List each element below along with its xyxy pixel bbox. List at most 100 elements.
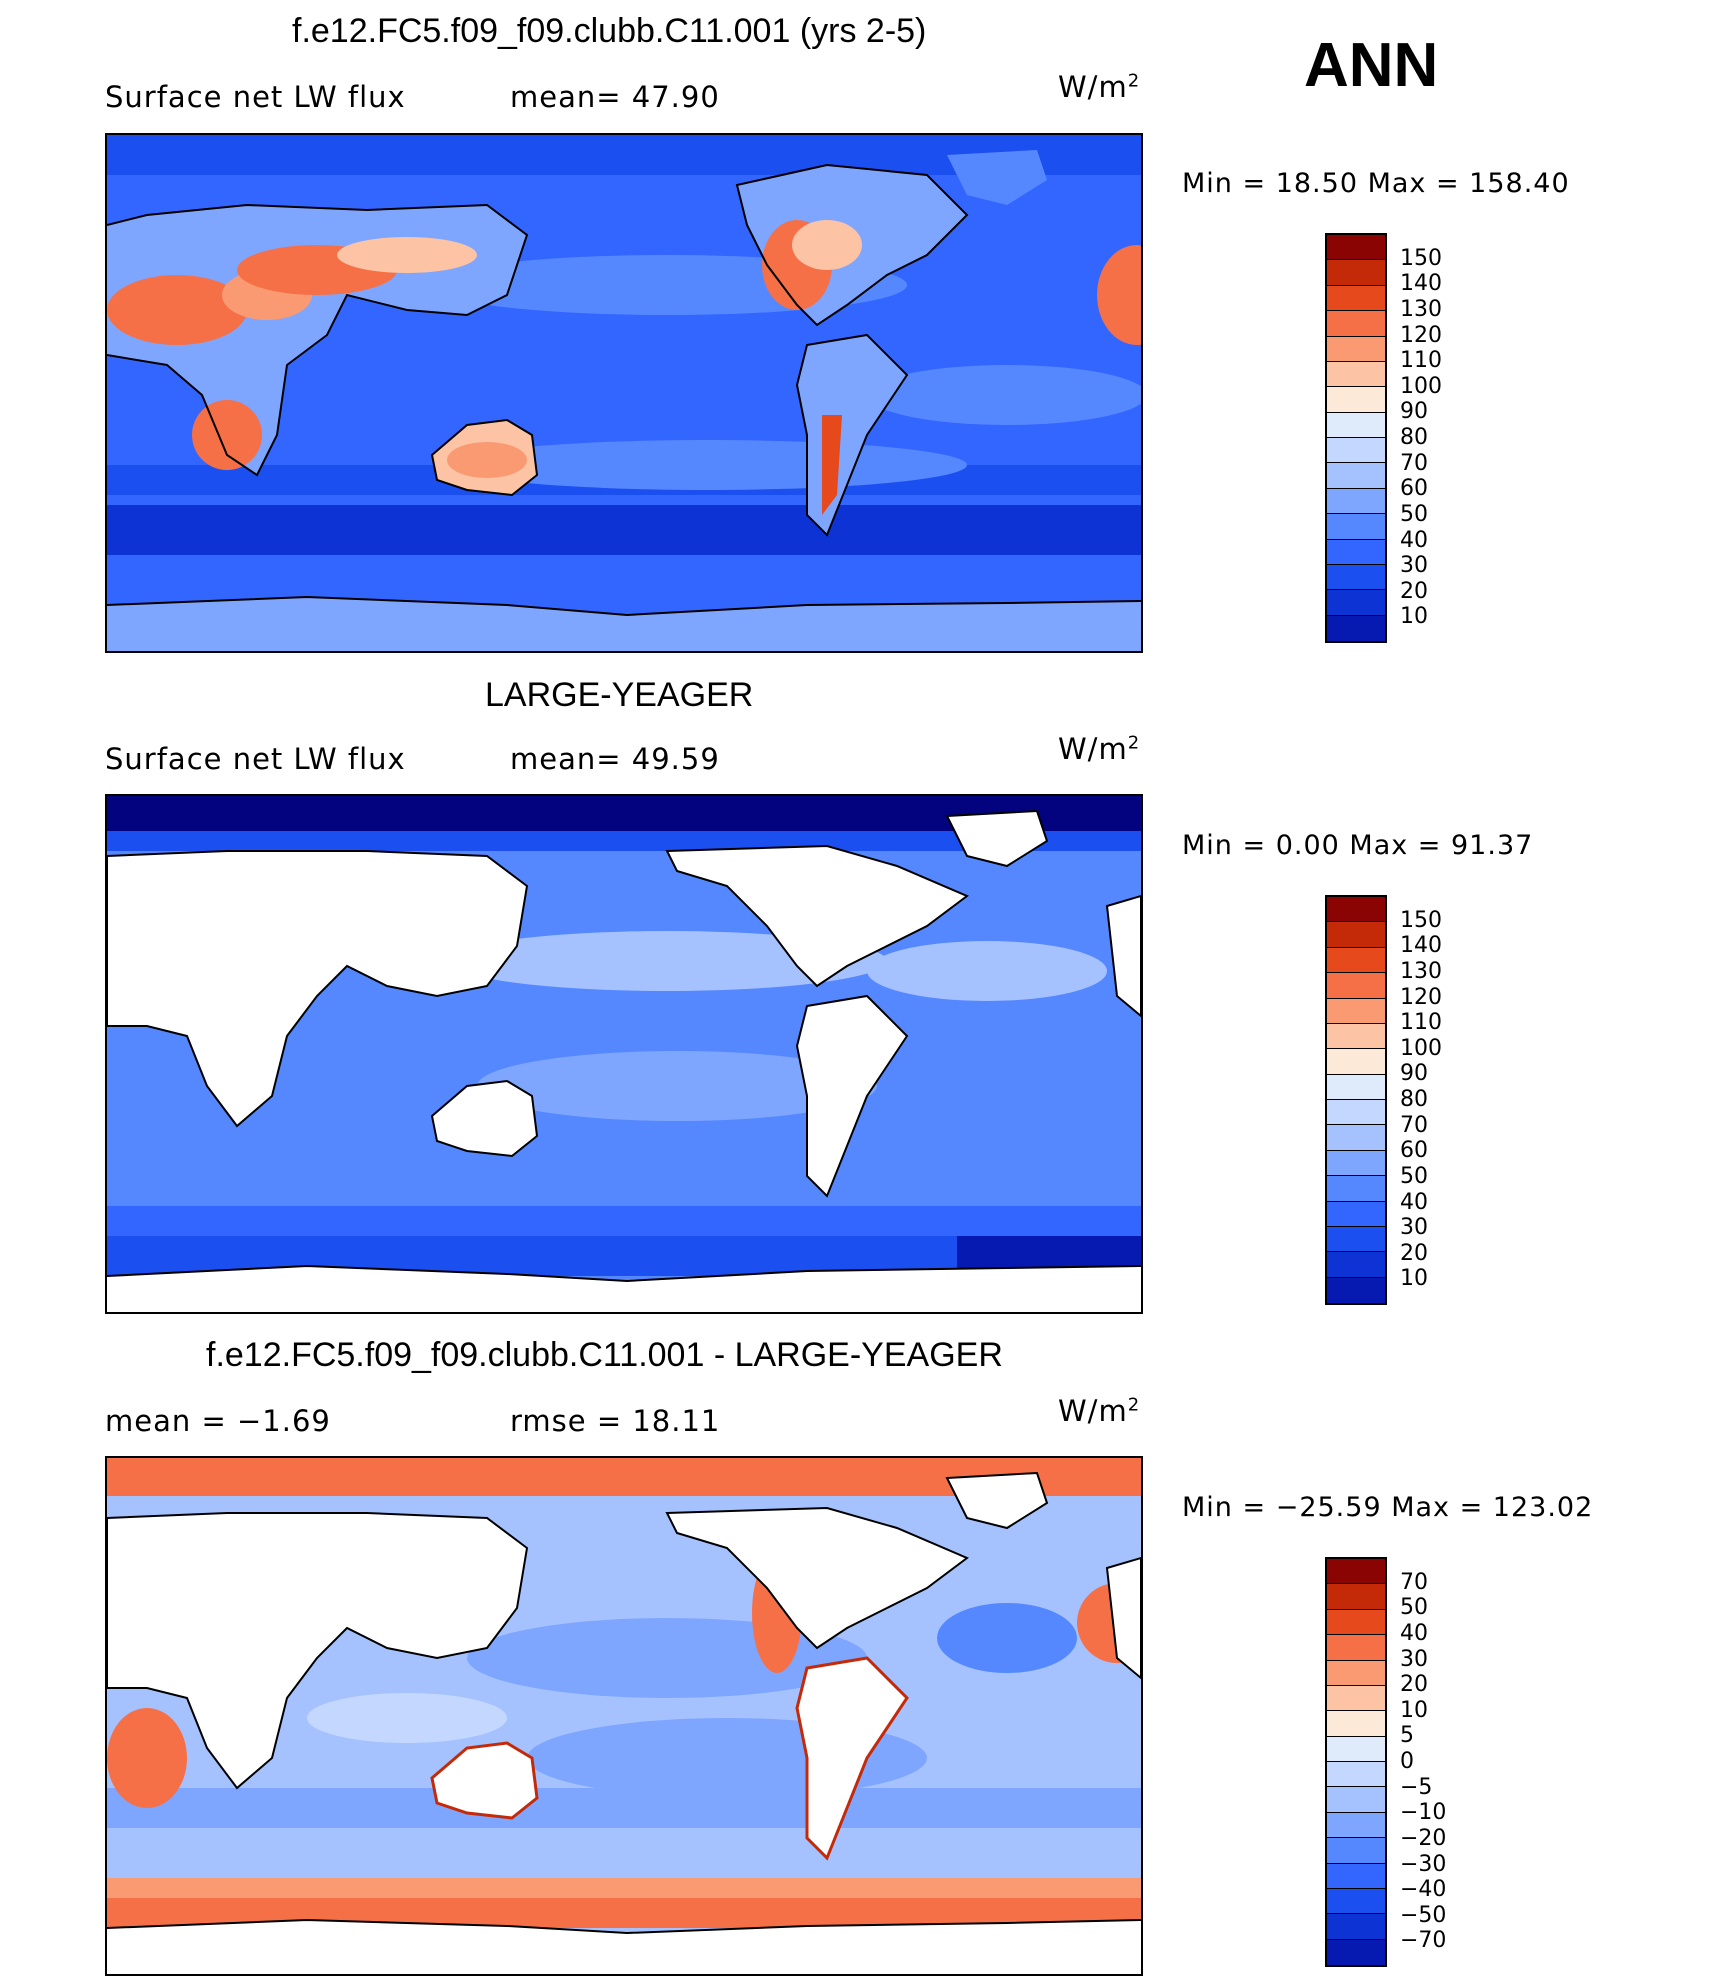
- panel-1-map: [105, 133, 1143, 653]
- colorbar-tick-label: 80: [1400, 425, 1428, 450]
- panel-2-min-max: Min = 0.00 Max = 91.37: [1182, 830, 1534, 861]
- colorbar-tick-label: 110: [1400, 348, 1442, 374]
- colorbar-tick-label: 90: [1400, 399, 1428, 425]
- colorbar-swatch: [1327, 1023, 1385, 1050]
- colorbar-swatch: [1327, 1787, 1385, 1813]
- colorbar-swatch: [1327, 1252, 1385, 1278]
- colorbar-swatch: [1327, 1150, 1385, 1177]
- colorbar-tick-label: 60: [1400, 476, 1428, 502]
- panel-3-units: W/m2: [1058, 1394, 1141, 1428]
- colorbar-tick-label: −30: [1400, 1851, 1447, 1877]
- colorbar-tick-label: 90: [1400, 1061, 1428, 1087]
- colorbar-swatch: [1327, 387, 1385, 413]
- colorbar-tick-label: 50: [1400, 501, 1428, 527]
- colorbar-swatch: [1327, 412, 1385, 438]
- colorbar-swatch: [1327, 1201, 1385, 1227]
- colorbar-tick-label: 140: [1400, 271, 1442, 297]
- colorbar-tick-label: 20: [1400, 1672, 1428, 1698]
- colorbar-swatch: [1327, 1736, 1385, 1762]
- panel-3-mean-label: mean = −1.69: [105, 1404, 331, 1438]
- colorbar-tick-label: 110: [1400, 1010, 1442, 1036]
- colorbar-tick-label: 140: [1400, 933, 1442, 959]
- colorbar-tick-label: 150: [1400, 245, 1442, 271]
- colorbar-tick-label: 10: [1400, 604, 1428, 630]
- colorbar-swatch: [1327, 973, 1385, 999]
- colorbar-swatch: [1327, 260, 1385, 286]
- panel-1-mean-label: mean= 47.90: [510, 80, 720, 114]
- colorbar-tick-label: 100: [1400, 1035, 1442, 1061]
- colorbar-swatch: [1327, 361, 1385, 388]
- panel-3-min-max: Min = −25.59 Max = 123.02: [1182, 1492, 1594, 1523]
- colorbar-swatch: [1327, 1762, 1385, 1788]
- panel-2-variable-label: Surface net LW flux: [105, 742, 406, 776]
- colorbar-swatch: [1327, 1049, 1385, 1075]
- colorbar-swatch: [1327, 463, 1385, 489]
- colorbar-tick-label: 40: [1400, 527, 1428, 553]
- colorbar-swatch: [1327, 1939, 1385, 1965]
- panel-2-map: [105, 794, 1143, 1314]
- colorbar-swatch: [1327, 488, 1385, 515]
- colorbar-tick-label: −20: [1400, 1825, 1447, 1851]
- colorbar-tick-label: 0: [1400, 1749, 1414, 1774]
- colorbar-tick-label: 70: [1400, 1569, 1428, 1595]
- colorbar-tick-label: 60: [1400, 1138, 1428, 1164]
- colorbar-swatch: [1327, 1888, 1385, 1915]
- colorbar-swatch: [1327, 514, 1385, 540]
- panel-2-mean-label: mean= 49.59: [510, 742, 720, 776]
- colorbar-tick-label: 5: [1400, 1723, 1414, 1749]
- colorbar-swatch: [1327, 998, 1385, 1024]
- colorbar-tick-label: 50: [1400, 1163, 1428, 1189]
- colorbar-swatch: [1327, 1711, 1385, 1737]
- colorbar-tick-label: −70: [1400, 1928, 1447, 1954]
- panel-1-colorbar: [1325, 233, 1387, 643]
- colorbar-swatch: [1327, 336, 1385, 362]
- colorbar-swatch: [1327, 1914, 1385, 1940]
- panel-1-units: W/m2: [1058, 70, 1141, 104]
- colorbar-tick-label: −5: [1400, 1774, 1433, 1800]
- colorbar-swatch: [1327, 1176, 1385, 1202]
- colorbar-tick-label: 130: [1400, 958, 1442, 984]
- colorbar-tick-label: 150: [1400, 907, 1442, 933]
- panel-2-units: W/m2: [1058, 732, 1141, 766]
- colorbar-tick-label: 20: [1400, 1240, 1428, 1266]
- colorbar-swatch: [1327, 947, 1385, 974]
- panel-3-map: [105, 1456, 1143, 1976]
- colorbar-tick-label: −50: [1400, 1902, 1447, 1928]
- colorbar-swatch: [1327, 1226, 1385, 1253]
- colorbar-swatch: [1327, 1660, 1385, 1686]
- colorbar-tick-label: 80: [1400, 1087, 1428, 1112]
- colorbar-swatch: [1327, 1635, 1385, 1661]
- season-label: ANN: [1304, 31, 1439, 100]
- colorbar-swatch: [1327, 1100, 1385, 1126]
- colorbar-swatch: [1327, 235, 1385, 261]
- colorbar-swatch: [1327, 590, 1385, 616]
- colorbar-tick-label: 40: [1400, 1620, 1428, 1646]
- panel-2-colorbar: [1325, 895, 1387, 1305]
- colorbar-tick-label: 120: [1400, 984, 1442, 1010]
- colorbar-tick-label: 10: [1400, 1697, 1428, 1723]
- colorbar-swatch: [1327, 1685, 1385, 1712]
- colorbar-tick-label: 130: [1400, 296, 1442, 322]
- colorbar-swatch: [1327, 539, 1385, 565]
- colorbar-swatch: [1327, 615, 1385, 641]
- colorbar-tick-label: 120: [1400, 322, 1442, 348]
- colorbar-tick-label: 50: [1400, 1595, 1428, 1621]
- colorbar-tick-label: 70: [1400, 450, 1428, 476]
- colorbar-tick-label: 100: [1400, 373, 1442, 399]
- colorbar-tick-label: 20: [1400, 578, 1428, 604]
- colorbar-swatch: [1327, 1609, 1385, 1636]
- colorbar-tick-label: 30: [1400, 1215, 1428, 1241]
- panel-3-rmse-label: rmse = 18.11: [510, 1404, 721, 1438]
- colorbar-swatch: [1327, 1074, 1385, 1100]
- colorbar-swatch: [1327, 285, 1385, 312]
- panel-3-colorbar: [1325, 1557, 1387, 1967]
- colorbar-tick-label: −40: [1400, 1877, 1447, 1903]
- panel-1-variable-label: Surface net LW flux: [105, 80, 406, 114]
- colorbar-swatch: [1327, 438, 1385, 464]
- colorbar-swatch: [1327, 1812, 1385, 1839]
- colorbar-swatch: [1327, 1125, 1385, 1151]
- panel-3-title: f.e12.FC5.f09_f09.clubb.C11.001 - LARGE-…: [206, 1336, 1003, 1374]
- colorbar-tick-label: 30: [1400, 553, 1428, 579]
- colorbar-swatch: [1327, 1838, 1385, 1864]
- colorbar-swatch: [1327, 564, 1385, 591]
